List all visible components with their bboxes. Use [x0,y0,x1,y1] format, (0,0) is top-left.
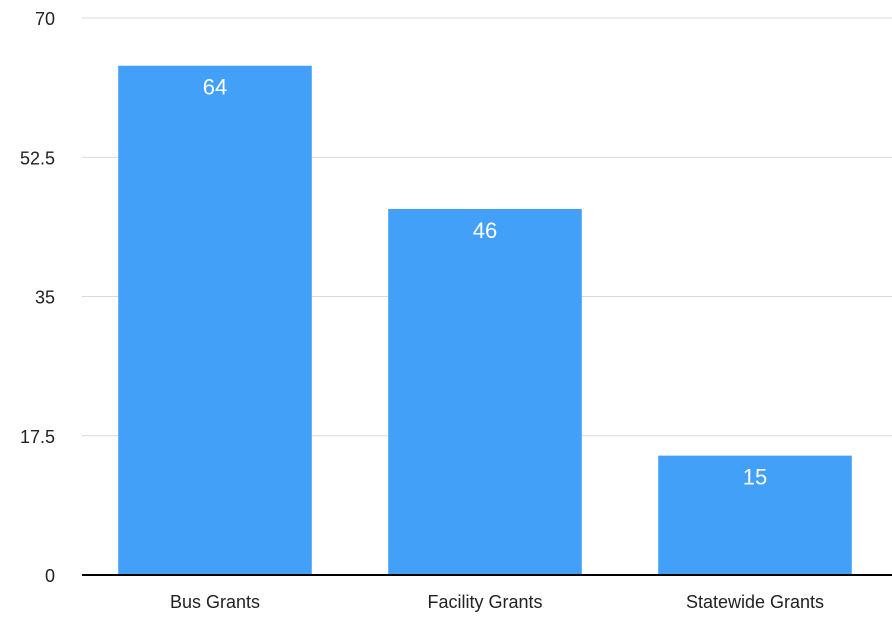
bar-value-label: 15 [743,465,767,490]
y-tick-label: 52.5 [20,148,55,168]
bar-value-label: 64 [203,75,227,100]
x-tick-label: Bus Grants [170,592,260,612]
y-tick-label: 35 [35,288,55,308]
bar [388,208,582,575]
y-tick-label: 17.5 [20,427,55,447]
bar [118,65,312,575]
bars [118,65,852,575]
x-tick-label: Statewide Grants [686,592,824,612]
y-tick-label: 70 [35,9,55,29]
bar-value-label: 46 [473,218,497,243]
labels: 0 17.5 35 52.5 70 64 Bus Grants 46 Facility Gran… [20,9,824,612]
x-tick-label: Facility Grants [427,592,542,612]
y-tick-label: 0 [45,566,55,586]
bar [658,455,852,575]
